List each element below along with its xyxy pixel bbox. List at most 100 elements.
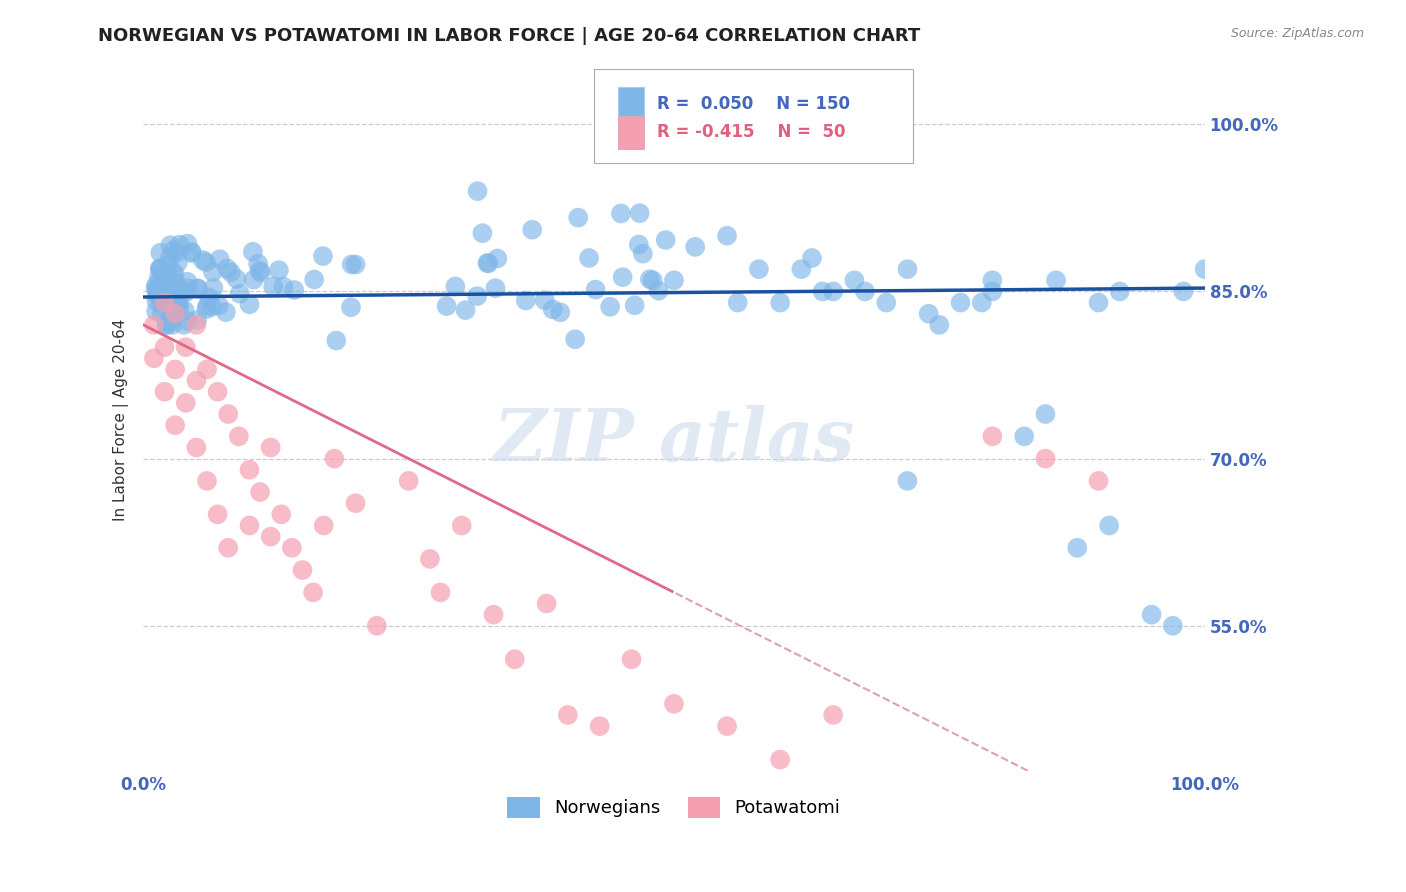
FancyBboxPatch shape — [617, 87, 644, 121]
Point — [187, 282, 209, 296]
Text: Source: ZipAtlas.com: Source: ZipAtlas.com — [1230, 27, 1364, 40]
Point — [1173, 285, 1195, 299]
Point — [238, 463, 260, 477]
Point — [217, 541, 239, 555]
Point — [536, 597, 558, 611]
Point — [217, 261, 239, 276]
Point — [1108, 285, 1130, 299]
Point — [896, 474, 918, 488]
Point — [578, 251, 600, 265]
Point — [198, 291, 221, 305]
Point — [631, 246, 654, 260]
Point — [1066, 541, 1088, 555]
Y-axis label: In Labor Force | Age 20-64: In Labor Force | Age 20-64 — [114, 318, 129, 521]
Point — [156, 279, 179, 293]
Point — [145, 281, 167, 295]
Text: R = -0.415    N =  50: R = -0.415 N = 50 — [657, 123, 845, 142]
Point — [167, 284, 190, 298]
Point — [167, 291, 190, 305]
Point — [655, 233, 678, 247]
Point — [149, 263, 172, 277]
Point — [165, 275, 187, 289]
Point — [150, 297, 173, 311]
Point — [145, 278, 167, 293]
Point — [477, 256, 499, 270]
Point — [247, 257, 270, 271]
Point — [981, 273, 1004, 287]
Point — [159, 314, 181, 328]
Point — [1098, 518, 1121, 533]
Text: NORWEGIAN VS POTAWATOMI IN LABOR FORCE | AGE 20-64 CORRELATION CHART: NORWEGIAN VS POTAWATOMI IN LABOR FORCE |… — [98, 27, 921, 45]
Point — [486, 252, 509, 266]
Point — [450, 518, 472, 533]
Point — [623, 298, 645, 312]
Point — [153, 384, 176, 399]
Point — [662, 273, 685, 287]
Point — [202, 281, 225, 295]
Point — [166, 295, 188, 310]
Point — [215, 305, 238, 319]
Point — [165, 307, 187, 321]
Point — [208, 252, 231, 267]
Point — [482, 607, 505, 622]
Point — [429, 585, 451, 599]
Point — [981, 285, 1004, 299]
Point — [790, 262, 813, 277]
Point — [149, 245, 172, 260]
Point — [267, 263, 290, 277]
Point — [1087, 474, 1109, 488]
Point — [585, 283, 607, 297]
Point — [249, 266, 271, 280]
Point — [228, 429, 250, 443]
Point — [159, 238, 181, 252]
Point — [249, 263, 271, 277]
Point — [769, 295, 792, 310]
Point — [283, 283, 305, 297]
Point — [153, 295, 176, 310]
Point — [145, 284, 167, 298]
Point — [1035, 407, 1057, 421]
Point — [169, 237, 191, 252]
Point — [149, 290, 172, 304]
Point — [484, 281, 506, 295]
Point — [186, 313, 208, 327]
Point — [148, 270, 170, 285]
Point — [186, 318, 208, 332]
Point — [260, 530, 283, 544]
Point — [155, 318, 177, 332]
Point — [323, 451, 346, 466]
Point — [167, 298, 190, 312]
Point — [187, 281, 209, 295]
Point — [176, 281, 198, 295]
Point — [564, 332, 586, 346]
Point — [169, 300, 191, 314]
Point — [207, 384, 229, 399]
Point — [647, 284, 669, 298]
Point — [800, 251, 823, 265]
Point — [823, 708, 845, 723]
Point — [157, 258, 180, 272]
Point — [162, 244, 184, 258]
Point — [467, 184, 489, 198]
Point — [195, 301, 218, 316]
Point — [628, 206, 651, 220]
Point — [641, 273, 664, 287]
Point — [465, 289, 488, 303]
Point — [398, 474, 420, 488]
Point — [1045, 273, 1067, 287]
Point — [160, 285, 183, 299]
Point — [1035, 451, 1057, 466]
Point — [153, 340, 176, 354]
Point — [853, 285, 876, 299]
Point — [589, 719, 612, 733]
Point — [769, 753, 792, 767]
Point — [928, 318, 950, 332]
Point — [225, 272, 247, 286]
Legend: Norwegians, Potawatomi: Norwegians, Potawatomi — [501, 789, 848, 825]
Point — [662, 697, 685, 711]
Point — [165, 362, 187, 376]
Point — [727, 295, 749, 310]
Point — [970, 295, 993, 310]
Point — [260, 441, 283, 455]
Point — [557, 708, 579, 723]
